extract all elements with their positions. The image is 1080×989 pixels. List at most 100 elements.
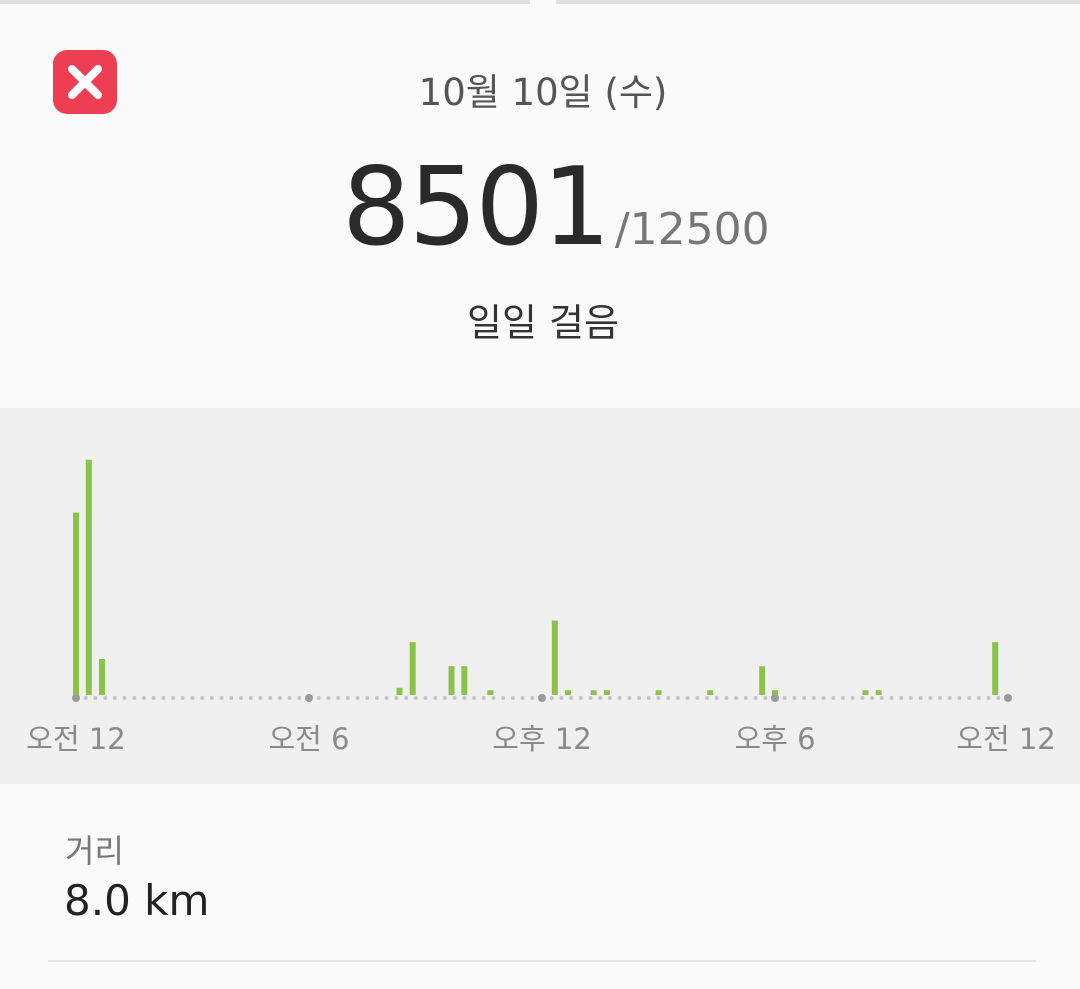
axis-dot — [462, 696, 467, 700]
chart-bar — [85, 459, 92, 695]
chart-bar — [99, 659, 106, 695]
axis-dot — [617, 696, 622, 700]
axis-dot — [413, 696, 418, 700]
axis-dot — [637, 696, 642, 700]
axis-dot — [423, 696, 428, 700]
axis-dot — [607, 696, 612, 700]
axis-dot — [481, 696, 486, 700]
axis-dot — [161, 696, 166, 700]
chart-bar — [875, 690, 882, 695]
axis-dot — [229, 696, 234, 700]
axis-dot — [802, 696, 807, 700]
axis-dot — [947, 696, 952, 700]
close-icon — [68, 65, 102, 99]
axis-dot — [675, 696, 680, 700]
chart-bar — [655, 690, 662, 695]
close-button[interactable] — [53, 50, 117, 114]
axis-dot — [190, 696, 195, 700]
axis-dot — [578, 696, 583, 700]
axis-dot — [938, 696, 943, 700]
axis-dot — [452, 696, 457, 700]
axis-dot — [404, 696, 409, 700]
distance-label: 거리 — [65, 832, 124, 870]
chart-bar — [461, 666, 468, 695]
axis-dot — [685, 696, 690, 700]
chart-bar — [590, 690, 597, 695]
axis-dot — [93, 696, 98, 700]
top-notch — [530, 0, 556, 6]
axis-dot — [666, 696, 671, 700]
chart-bar — [73, 512, 79, 695]
axis-dot — [219, 696, 224, 700]
axis-dot — [433, 696, 438, 700]
axis-dot — [996, 696, 1001, 700]
axis-dot — [103, 696, 108, 700]
axis-dot — [442, 696, 447, 700]
axis-dot — [277, 696, 282, 700]
axis-dot — [394, 696, 399, 700]
chart-bar — [565, 690, 572, 695]
axis-dot — [705, 696, 710, 700]
axis-dot — [141, 696, 146, 700]
axis-dot — [986, 696, 991, 700]
chart-bar — [603, 690, 610, 695]
axis-dot — [316, 696, 321, 700]
chart-svg — [72, 459, 1012, 702]
axis-dot — [297, 696, 302, 700]
axis-tick-dot — [538, 694, 546, 702]
chart-bar — [396, 687, 403, 695]
axis-dot — [112, 696, 117, 700]
x-tick-label: 오전 12 — [956, 722, 1056, 756]
chart-bar — [772, 690, 778, 695]
axis-dot — [122, 696, 127, 700]
axis-dot — [268, 696, 273, 700]
axis-dot — [336, 696, 341, 700]
axis-dot — [724, 696, 729, 700]
chart-bar — [448, 666, 455, 695]
axis-dot — [345, 696, 350, 700]
axis-dot — [811, 696, 816, 700]
axis-dot — [840, 696, 845, 700]
axis-dot — [355, 696, 360, 700]
axis-tick-dot — [72, 694, 80, 702]
axis-dot — [510, 696, 515, 700]
axis-dot — [918, 696, 923, 700]
x-tick-label: 오후 12 — [492, 722, 592, 756]
distance-value: 8.0 km — [64, 876, 210, 925]
axis-dot — [248, 696, 253, 700]
x-tick-label: 오전 12 — [26, 722, 126, 756]
axis-dot — [180, 696, 185, 700]
date-title: 10월 10일 (수) — [418, 71, 668, 114]
axis-dot — [598, 696, 603, 700]
axis-dot — [646, 696, 651, 700]
chart-bar — [487, 690, 494, 695]
x-tick-label: 오후 6 — [734, 722, 816, 756]
step-count: 8501/12500 — [342, 145, 770, 275]
axis-dot — [831, 696, 836, 700]
axis-dot — [171, 696, 176, 700]
axis-dot — [879, 696, 884, 700]
axis-dot — [782, 696, 787, 700]
axis-dot — [588, 696, 593, 700]
chart-bar — [862, 690, 869, 695]
steps-label: 일일 걸음 — [467, 301, 619, 345]
axis-dot — [559, 696, 564, 700]
chart-bar — [409, 642, 416, 695]
steps-value: 8501 — [342, 145, 611, 270]
chart-bar — [759, 666, 766, 695]
axis-dot — [530, 696, 535, 700]
chart-bar — [551, 620, 558, 695]
axis-tick-dot — [1004, 694, 1012, 702]
axis-dot — [928, 696, 933, 700]
axis-dot — [908, 696, 913, 700]
axis-dot — [860, 696, 865, 700]
axis-dot — [850, 696, 855, 700]
axis-dot — [957, 696, 962, 700]
axis-dot — [258, 696, 263, 700]
axis-dot — [384, 696, 389, 700]
axis-dot — [734, 696, 739, 700]
x-tick-label: 오전 6 — [268, 722, 350, 756]
axis-dot — [549, 696, 554, 700]
axis-tick-dot — [771, 694, 779, 702]
axis-dot — [132, 696, 137, 700]
